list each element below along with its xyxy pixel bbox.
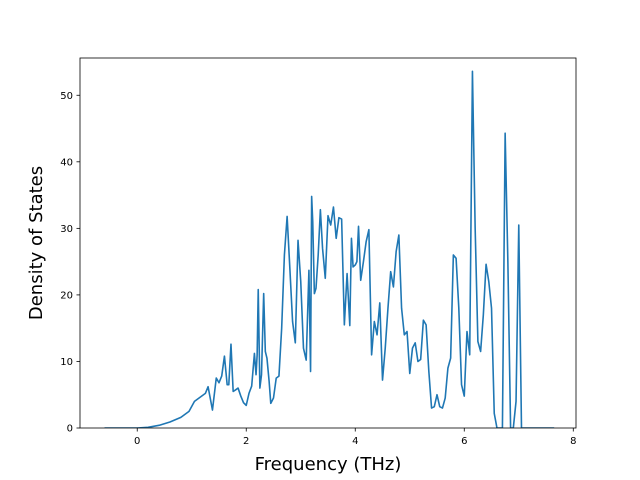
y-tick-label: 30 bbox=[60, 224, 73, 235]
x-tick-label: 0 bbox=[134, 436, 140, 447]
x-tick-label: 4 bbox=[352, 436, 358, 447]
y-tick-label: 50 bbox=[60, 91, 73, 102]
y-tick-label: 0 bbox=[67, 424, 73, 435]
y-axis-label: Density of States bbox=[26, 166, 47, 320]
y-tick-label: 40 bbox=[60, 157, 73, 168]
plot-area bbox=[104, 70, 555, 428]
x-axis-label: Frequency (THz) bbox=[255, 454, 402, 475]
y-tick-label: 20 bbox=[60, 291, 73, 302]
y-axis-ticks: 0 10 20 30 40 50 bbox=[60, 91, 80, 435]
x-tick-label: 6 bbox=[461, 436, 467, 447]
y-tick-label: 10 bbox=[60, 357, 73, 368]
axes-frame bbox=[79, 57, 577, 429]
x-tick-label: 2 bbox=[243, 436, 249, 447]
x-tick-label: 8 bbox=[570, 436, 576, 447]
x-axis-ticks: 0 2 4 6 8 bbox=[134, 428, 576, 447]
dos-series-line bbox=[104, 70, 555, 428]
